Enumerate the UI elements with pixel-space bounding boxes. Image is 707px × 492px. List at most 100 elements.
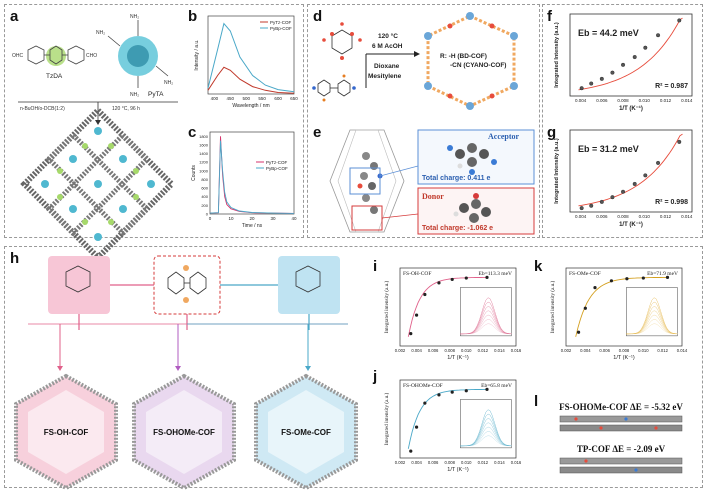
x-tick-j-4: 0.010	[461, 460, 472, 465]
y-label-i: Integrated intensity (a.u.)	[383, 281, 390, 334]
y-tick-c-5: 1000	[199, 168, 209, 173]
d-solvent2: Mesitylene	[368, 73, 402, 80]
fs-ohome-cof-stack	[559, 415, 683, 432]
data-point-f-7	[656, 33, 661, 38]
x-tick-g-4: 0.012	[660, 214, 672, 219]
eb-value-f: Eb = 44.2 meV	[578, 28, 639, 38]
panel-c-chart: 0 200 400 600 800 1000 1200 1400 1600 1800 0 10 20 30…	[191, 131, 297, 229]
legend-entry-b-1: PyBp-COF	[270, 26, 292, 31]
donor-label: Donor	[422, 192, 444, 201]
chart-name-i: FS-OH-COF	[403, 271, 431, 277]
x-tick-g-1: 0.006	[596, 214, 608, 219]
data-point-j-0	[409, 449, 413, 453]
panel-d-scheme: 120 °C 6 M AcOH Dioxane Mesitylene R: -H…	[312, 12, 518, 110]
y-tick-c-9: 1800	[199, 134, 209, 139]
panel-h-scheme: FS-OH-COF FS-OHOMe-COF FS-OMe-COF	[14, 255, 358, 491]
plot-frame-g	[569, 129, 693, 213]
data-point-g-3	[610, 195, 615, 200]
panel-l-diagram: FS-OHOMe-COF ΔE = -5.32 eV TP-COF ΔE = -…	[559, 402, 683, 474]
inset-spectrum-k-6	[626, 323, 678, 335]
inset-spectrum-j-5	[460, 431, 512, 447]
donor-structure	[453, 193, 491, 223]
pyta-nh2-bottom: NH₂	[130, 92, 139, 98]
diamine-monomer	[312, 74, 356, 102]
data-point-f-4	[621, 62, 626, 67]
fit-curve-f	[578, 17, 683, 91]
fs-ohome-cof-hexagon	[132, 373, 236, 491]
data-point-k-1	[583, 306, 587, 310]
eb-value-g: Eb = 31.2 meV	[578, 144, 639, 154]
fit-curve-g	[578, 133, 683, 207]
panel-label-h: h	[10, 250, 20, 267]
eb-value-j: Eb=65.8 meV	[481, 383, 512, 389]
plot-frame-f	[569, 13, 693, 97]
x-tick-g-5: 0.014	[681, 214, 693, 219]
y-label-b: Intensity / a.u.	[194, 39, 200, 70]
data-point-j-5	[464, 389, 468, 393]
x-tick-i-6: 0.014	[494, 348, 505, 353]
data-point-i-0	[409, 332, 413, 336]
fit-curve-k	[575, 276, 668, 337]
data-point-g-1	[589, 203, 594, 208]
data-point-j-3	[437, 393, 441, 397]
data-point-f-3	[610, 70, 615, 75]
acceptor-label: Acceptor	[488, 132, 520, 141]
bottom-frame	[4, 246, 703, 488]
x-tick-j-7: 0.016	[511, 460, 522, 465]
panel-label-j: j	[373, 368, 378, 385]
x-tick-f-4: 0.012	[660, 98, 672, 103]
inset-frame-i	[460, 287, 512, 337]
panel-k-chart: 0.002 0.004 0.006 0.008 0.010 0.012 0.014 1/T (…	[549, 267, 688, 361]
d-r-line2: -CN (CYANO-COF)	[450, 62, 506, 69]
panel-label-l: l	[534, 393, 539, 410]
plot-frame-c	[209, 131, 295, 215]
data-point-k-5	[641, 276, 645, 280]
aldehyde-monomer	[322, 22, 362, 60]
fit-curve-j	[407, 388, 487, 449]
x-tick-b-5: 650	[290, 96, 298, 101]
pytz-cof-lattice	[20, 106, 176, 262]
data-point-f-0	[579, 86, 584, 91]
y-label-f: Integrated Intensity (a.u.)	[554, 22, 560, 88]
fit-curve-i	[407, 276, 487, 337]
x-tick-j-1: 0.004	[411, 460, 422, 465]
x-tick-i-2: 0.006	[428, 348, 439, 353]
x-label-f: 1/T (K⁻¹)	[619, 105, 643, 112]
data-point-f-1	[589, 81, 594, 86]
panel-label-f: f	[547, 8, 552, 25]
chart-name-j: FS-OHOMe-COF	[403, 383, 443, 389]
x-tick-k-1: 0.004	[580, 348, 591, 353]
data-point-i-2	[423, 292, 427, 297]
data-point-g-4	[621, 189, 626, 194]
eb-value-i: Eb=113.3 meV	[479, 271, 512, 277]
y-label-g: Integrated Intensity (a.u.)	[554, 138, 560, 204]
x-tick-g-2: 0.008	[617, 214, 629, 219]
x-tick-k-0: 0.002	[561, 348, 572, 353]
framework-fragment	[357, 152, 383, 214]
x-tick-i-4: 0.010	[461, 348, 472, 353]
top-left-frame	[4, 4, 304, 238]
data-point-j-6	[485, 387, 489, 391]
d-acid: 6 M AcOH	[372, 43, 403, 50]
x-tick-f-2: 0.008	[617, 98, 629, 103]
x-tick-k-3: 0.008	[619, 348, 630, 353]
y-tick-c-0: 0	[206, 212, 209, 217]
d-temp: 120 °C	[378, 32, 398, 40]
inset-spectrum-i-6	[460, 323, 512, 335]
inset-spectrum-i-5	[460, 319, 512, 335]
tzda-molecule: OHC CHO TzDA	[12, 45, 97, 80]
series-line-c-1	[209, 140, 295, 214]
x-tick-j-5: 0.012	[478, 460, 489, 465]
x-tick-k-6: 0.014	[677, 348, 688, 353]
panel-label-a: a	[10, 8, 19, 25]
x-tick-k-5: 0.012	[657, 348, 668, 353]
data-point-k-3	[609, 279, 614, 283]
y-tick-c-4: 800	[201, 177, 208, 182]
plot-frame-b	[207, 15, 295, 95]
data-point-g-6	[643, 173, 648, 178]
data-point-g-8	[677, 139, 682, 144]
panel-label-k: k	[534, 258, 543, 275]
y-label-c: Counts	[191, 165, 197, 181]
x-label-b: Wavelength / nm	[232, 103, 269, 109]
x-tick-i-3: 0.008	[444, 348, 455, 353]
